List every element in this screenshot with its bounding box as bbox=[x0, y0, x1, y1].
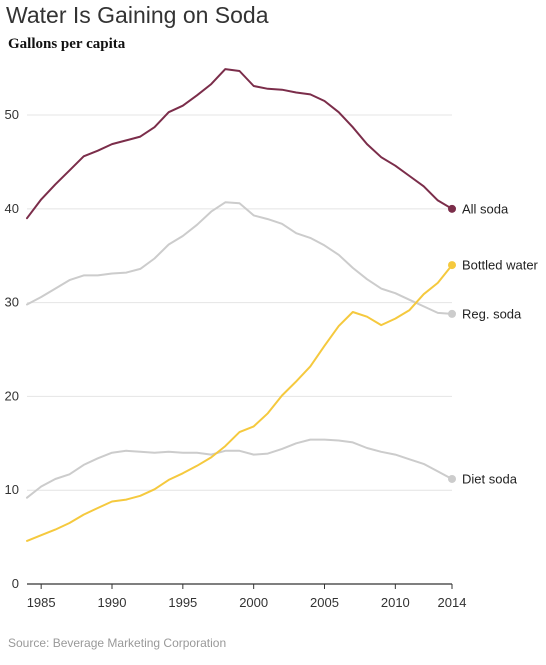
source-note: Source: Beverage Marketing Corporation bbox=[8, 636, 227, 650]
chart-subtitle: Gallons per capita bbox=[8, 36, 126, 52]
y-tick-label: 30 bbox=[5, 295, 19, 310]
series-label-reg-soda: Reg. soda bbox=[462, 306, 522, 321]
x-tick-label: 1995 bbox=[168, 595, 197, 610]
series-line-all-soda bbox=[26, 68, 453, 220]
series-labels: All soda Bottled water Reg. soda Diet soda bbox=[462, 201, 539, 486]
x-tick-label: 1985 bbox=[27, 595, 56, 610]
y-tick-label: 20 bbox=[5, 388, 19, 403]
series-line-diet-soda bbox=[26, 438, 453, 499]
x-tick-label: 2000 bbox=[239, 595, 268, 610]
series-label-bottled-water: Bottled water bbox=[462, 258, 539, 273]
end-point-reg-soda bbox=[448, 309, 456, 318]
end-point-all-soda bbox=[448, 204, 456, 213]
gridlines bbox=[27, 114, 452, 491]
x-tick-label: 2014 bbox=[438, 595, 467, 610]
series-line-bottled-water bbox=[26, 264, 453, 542]
series-label-diet-soda: Diet soda bbox=[462, 471, 518, 486]
x-tick-label: 2005 bbox=[310, 595, 339, 610]
x-tick-label: 2010 bbox=[381, 595, 410, 610]
x-axis: 1985 1990 1995 2000 2005 2010 2014 bbox=[27, 583, 467, 610]
chart-title: Water Is Gaining on Soda bbox=[6, 2, 269, 28]
x-tick-label: 1990 bbox=[98, 595, 127, 610]
y-tick-label: 40 bbox=[5, 201, 19, 216]
y-tick-label: 10 bbox=[5, 482, 19, 497]
series-line-reg-soda bbox=[26, 201, 453, 315]
y-tick-label: 50 bbox=[5, 107, 19, 122]
series-label-all-soda: All soda bbox=[462, 201, 509, 216]
y-tick-label: 0 bbox=[12, 576, 19, 591]
y-axis: 0 10 20 30 40 50 bbox=[5, 107, 19, 591]
end-point-bottled-water bbox=[448, 261, 456, 270]
series-lines bbox=[26, 68, 456, 542]
end-point-diet-soda bbox=[448, 474, 456, 483]
